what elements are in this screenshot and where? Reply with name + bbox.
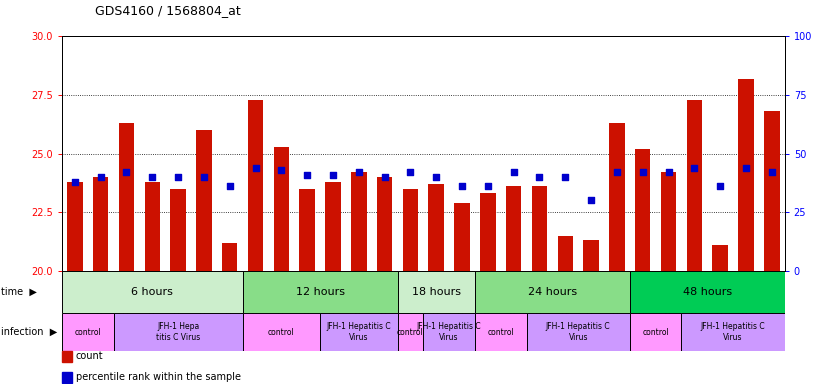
Bar <box>397 313 423 351</box>
Text: 6 hours: 6 hours <box>131 287 173 297</box>
Point <box>585 197 598 204</box>
Bar <box>248 100 263 271</box>
Bar <box>635 149 650 271</box>
Point <box>558 174 572 180</box>
Text: infection  ▶: infection ▶ <box>1 327 57 337</box>
Text: 48 hours: 48 hours <box>683 287 732 297</box>
Bar <box>119 123 134 271</box>
Bar <box>273 147 289 271</box>
Bar <box>686 100 702 271</box>
Point <box>610 169 624 175</box>
Bar <box>377 177 392 271</box>
Text: control: control <box>268 328 295 337</box>
Point <box>69 179 82 185</box>
Point <box>507 169 520 175</box>
Text: 24 hours: 24 hours <box>528 287 577 297</box>
Text: count: count <box>76 351 103 361</box>
Bar <box>661 172 676 271</box>
Text: 12 hours: 12 hours <box>296 287 344 297</box>
Point <box>120 169 133 175</box>
Bar <box>764 111 780 271</box>
Bar <box>527 313 629 351</box>
Point <box>714 183 727 189</box>
Bar <box>243 271 397 313</box>
Bar <box>351 172 367 271</box>
Bar <box>454 203 470 271</box>
Point <box>275 167 288 173</box>
Bar <box>243 313 320 351</box>
Point <box>145 174 159 180</box>
Text: JFH-1 Hepatitis C
Virus: JFH-1 Hepatitis C Virus <box>546 323 610 342</box>
Bar <box>558 235 573 271</box>
Point <box>765 169 778 175</box>
Text: JFH-1 Hepa
titis C Virus: JFH-1 Hepa titis C Virus <box>156 323 200 342</box>
Point <box>482 183 495 189</box>
Bar <box>423 313 475 351</box>
Bar <box>480 194 496 271</box>
Bar <box>629 271 785 313</box>
Bar <box>113 313 243 351</box>
Bar <box>170 189 186 271</box>
Bar <box>320 313 397 351</box>
Bar <box>397 271 475 313</box>
Text: 18 hours: 18 hours <box>411 287 461 297</box>
Point <box>352 169 365 175</box>
Bar <box>532 186 547 271</box>
Text: GDS4160 / 1568804_at: GDS4160 / 1568804_at <box>95 4 240 17</box>
Point <box>197 174 211 180</box>
Bar <box>145 182 160 271</box>
Bar <box>475 271 629 313</box>
Bar <box>629 313 681 351</box>
Point <box>326 172 339 178</box>
Bar <box>681 313 785 351</box>
Bar <box>738 79 753 271</box>
Point <box>662 169 675 175</box>
Bar <box>402 189 418 271</box>
Point <box>404 169 417 175</box>
Point <box>455 183 468 189</box>
Bar <box>506 186 521 271</box>
Text: time  ▶: time ▶ <box>1 287 36 297</box>
Point <box>636 169 649 175</box>
Bar <box>325 182 340 271</box>
Text: percentile rank within the sample: percentile rank within the sample <box>76 372 241 382</box>
Point <box>688 165 701 171</box>
Bar <box>475 313 526 351</box>
Text: JFH-1 Hepatitis C
Virus: JFH-1 Hepatitis C Virus <box>326 323 391 342</box>
Point <box>533 174 546 180</box>
Bar <box>712 245 728 271</box>
Point <box>223 183 236 189</box>
Point <box>378 174 392 180</box>
Point <box>301 172 314 178</box>
Point <box>249 165 262 171</box>
Bar <box>583 240 599 271</box>
Bar <box>222 243 237 271</box>
Text: control: control <box>397 328 424 337</box>
Text: control: control <box>643 328 669 337</box>
Bar <box>62 313 113 351</box>
Bar <box>67 182 83 271</box>
Point <box>739 165 752 171</box>
Bar <box>196 130 211 271</box>
Text: JFH-1 Hepatitis C
Virus: JFH-1 Hepatitis C Virus <box>700 323 766 342</box>
Bar <box>93 177 108 271</box>
Point <box>172 174 185 180</box>
Bar <box>299 189 315 271</box>
Text: control: control <box>487 328 514 337</box>
Bar <box>429 184 444 271</box>
Bar <box>62 271 243 313</box>
Point <box>94 174 107 180</box>
Bar <box>609 123 624 271</box>
Text: control: control <box>74 328 101 337</box>
Text: JFH-1 Hepatitis C
Virus: JFH-1 Hepatitis C Virus <box>417 323 482 342</box>
Point <box>430 174 443 180</box>
